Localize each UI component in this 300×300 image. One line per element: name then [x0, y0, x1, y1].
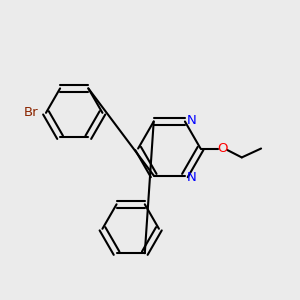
Text: Br: Br: [24, 106, 38, 119]
Text: N: N: [187, 113, 196, 127]
Text: O: O: [218, 142, 228, 155]
Text: N: N: [187, 170, 196, 184]
